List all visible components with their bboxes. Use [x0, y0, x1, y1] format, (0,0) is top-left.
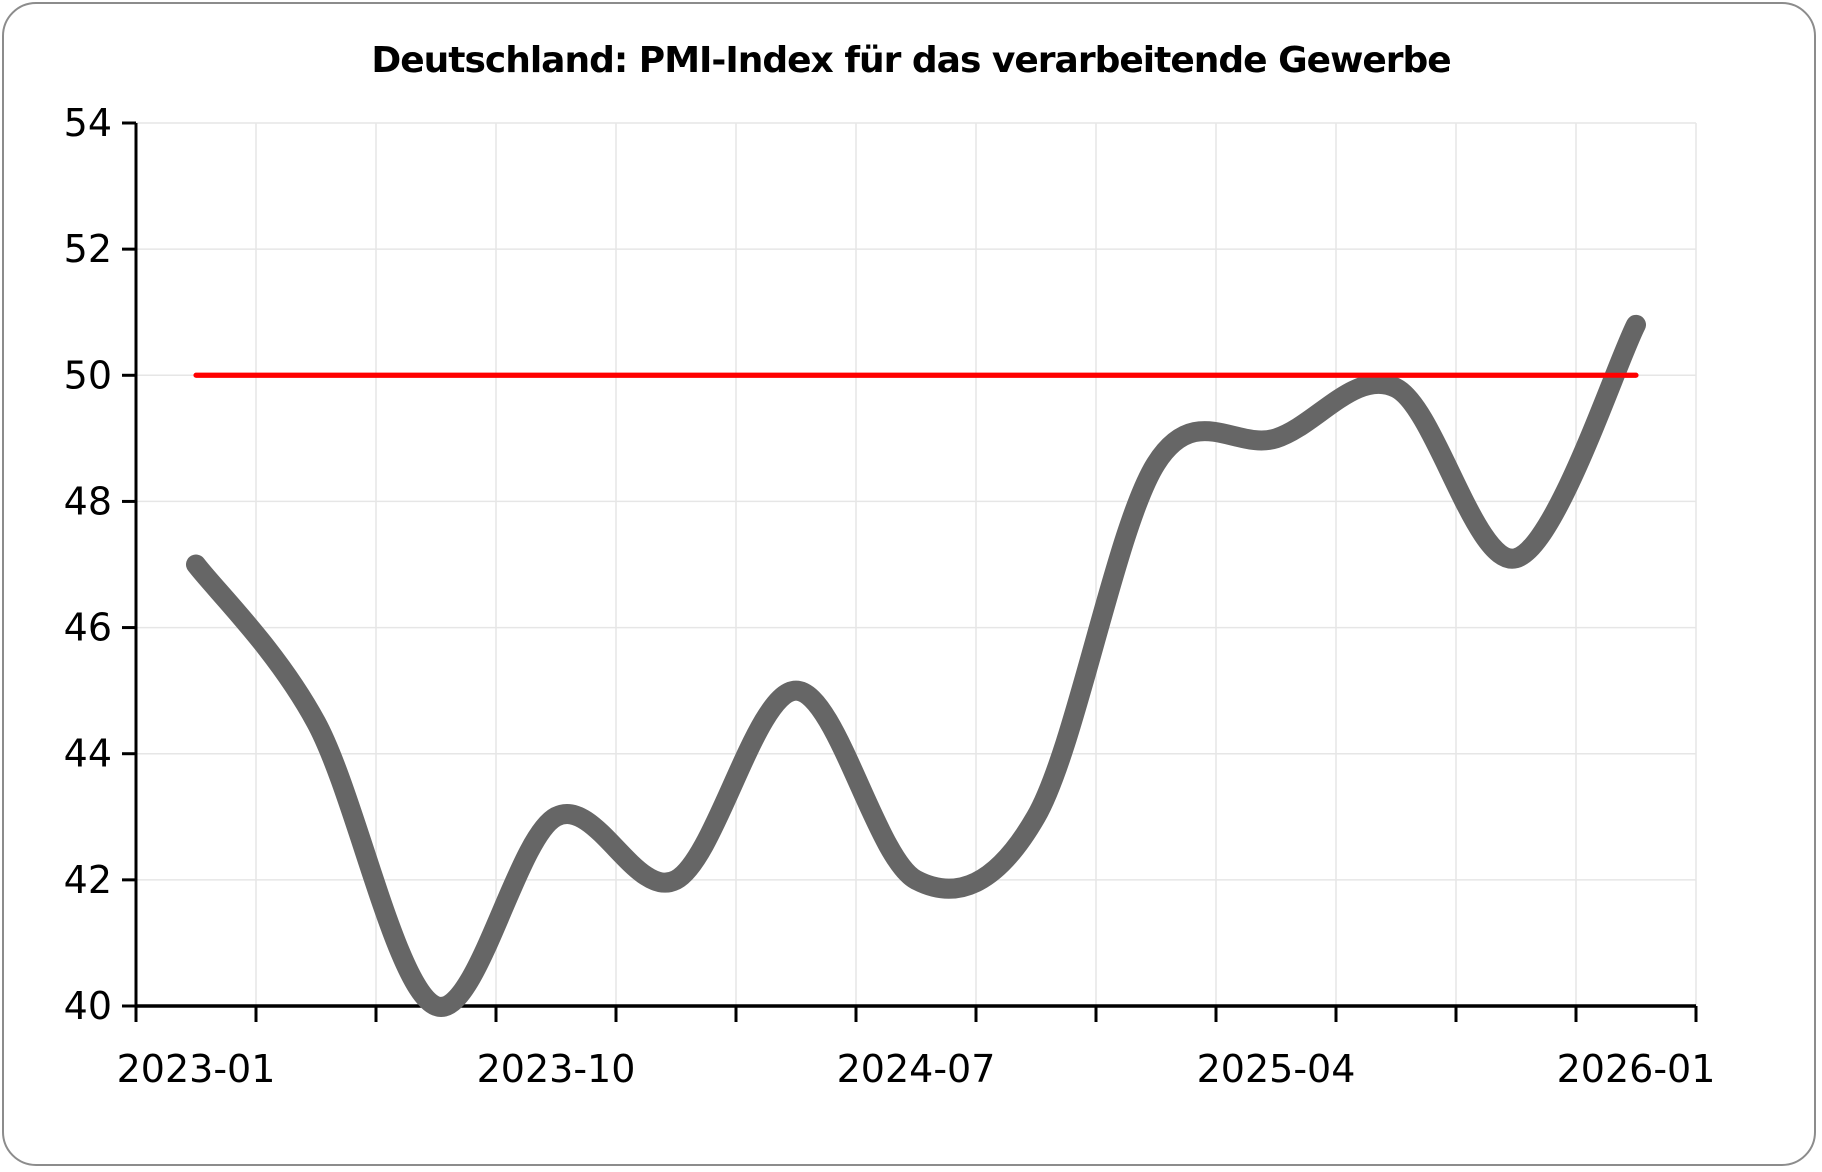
data-point — [1275, 437, 1277, 439]
y-tick-label: 54 — [64, 101, 112, 145]
x-tick-label: 2025-04 — [1197, 1047, 1356, 1091]
data-point — [1635, 324, 1637, 326]
y-tick-label: 50 — [64, 353, 112, 397]
data-point — [1155, 463, 1157, 465]
data-point — [195, 564, 197, 565]
data-point — [675, 879, 677, 881]
series-group — [186, 314, 1646, 1017]
y-tick-label: 46 — [64, 606, 112, 650]
x-tick-label: 2023-01 — [117, 1047, 276, 1091]
y-tick-label: 40 — [64, 984, 112, 1028]
data-point — [555, 816, 557, 818]
data-point — [1395, 387, 1397, 389]
gridlines — [136, 122, 1697, 1006]
data-point — [915, 879, 917, 881]
y-tick-label: 52 — [64, 227, 112, 271]
y-tick-label: 44 — [64, 732, 112, 776]
data-point — [315, 721, 317, 723]
data-point — [1515, 557, 1517, 559]
x-tick-label: 2024-07 — [837, 1047, 996, 1091]
series-line-pmi — [186, 314, 1646, 1017]
data-point — [435, 1005, 437, 1007]
y-axis-labels: 40 42 44 46 48 50 52 54 — [64, 101, 112, 1028]
x-axis-labels: 2023-01 2023-10 2024-07 2025-04 2026-01 — [117, 1047, 1716, 1091]
x-tick-label: 2026-01 — [1557, 1047, 1716, 1091]
axes — [122, 121, 1698, 1022]
x-tick-label: 2023-10 — [477, 1047, 636, 1091]
y-tick-label: 42 — [64, 858, 112, 902]
chart-title: Deutschland: PMI-Index für das verarbeit… — [371, 40, 1451, 81]
data-point — [1035, 816, 1037, 818]
y-tick-label: 48 — [64, 479, 112, 523]
data-point — [795, 690, 797, 692]
